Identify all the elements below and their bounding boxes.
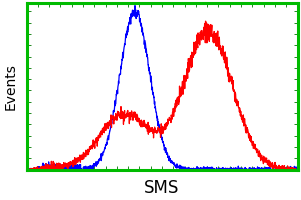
X-axis label: SMS: SMS (144, 179, 180, 197)
Y-axis label: Events: Events (4, 63, 17, 110)
